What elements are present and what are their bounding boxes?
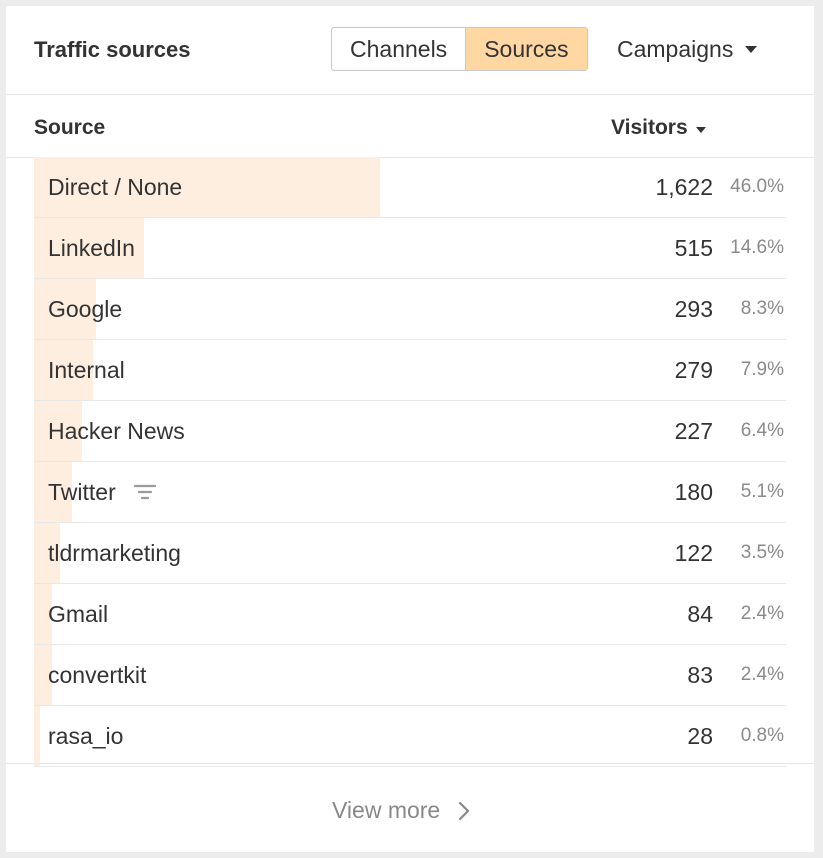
card-title: Traffic sources — [34, 37, 191, 62]
tab-sources[interactable]: Sources — [465, 28, 587, 70]
visitor-percentage: 2.4% — [740, 664, 784, 685]
table-row[interactable]: Gmail 84 2.4% — [34, 584, 786, 645]
source-name: Hacker News — [48, 401, 185, 461]
share-bar — [34, 584, 53, 644]
source-name: Google — [48, 279, 122, 339]
share-bar — [34, 706, 41, 766]
visitor-percentage: 46.0% — [730, 176, 784, 197]
visitor-percentage: 3.5% — [740, 542, 784, 563]
table-row[interactable]: Twitter 180 5.1% — [34, 462, 786, 523]
source-name-text: LinkedIn — [48, 235, 135, 261]
column-header-source: Source — [34, 116, 106, 139]
visitor-percentage: 14.6% — [730, 237, 784, 258]
share-bar — [34, 523, 61, 583]
visitor-percentage: 8.3% — [740, 298, 784, 319]
source-name-text: convertkit — [48, 662, 147, 688]
visitor-count: 180 — [674, 479, 713, 505]
visitor-percentage: 2.4% — [740, 603, 784, 624]
card-footer: View more — [6, 763, 814, 853]
share-bar — [34, 645, 53, 705]
source-name: tldrmarketing — [48, 523, 181, 583]
share-bar — [34, 401, 83, 461]
column-header-visitors-label: Visitors — [611, 116, 688, 139]
source-name-text: Hacker News — [48, 418, 185, 444]
table-row[interactable]: Google 293 8.3% — [34, 279, 786, 340]
share-bar — [34, 218, 144, 278]
tab-campaigns-label: Campaigns — [617, 36, 734, 62]
visitor-count: 83 — [687, 662, 713, 688]
caret-down-icon — [745, 45, 758, 53]
share-bar — [34, 279, 97, 339]
source-name: Gmail — [48, 584, 108, 644]
table-header: Source Visitors — [6, 95, 814, 158]
tab-campaigns-dropdown[interactable]: Campaigns — [617, 27, 758, 71]
source-name-text: Twitter — [48, 479, 116, 505]
visitor-percentage: 5.1% — [740, 481, 784, 502]
source-name-text: Gmail — [48, 601, 109, 627]
view-more-label: View more — [332, 797, 441, 823]
share-bar — [34, 157, 380, 217]
sort-desc-icon — [695, 126, 706, 133]
source-list: Direct / None 1,622 46.0% LinkedIn 515 14.6% G… — [34, 157, 786, 767]
source-name: Internal — [48, 340, 125, 400]
column-header-visitors[interactable]: Visitors — [611, 116, 706, 140]
visitor-percentage: 0.8% — [740, 725, 784, 746]
share-bar — [34, 340, 94, 400]
source-name: LinkedIn — [48, 218, 135, 278]
source-name-text: tldrmarketing — [48, 540, 181, 566]
source-name: rasa_io — [48, 706, 123, 766]
visitor-count: 227 — [674, 418, 713, 444]
table-row[interactable]: Internal 279 7.9% — [34, 340, 786, 401]
card-header: Traffic sources Channels Sources Campaig… — [6, 6, 814, 95]
table-row[interactable]: Direct / None 1,622 46.0% — [34, 157, 786, 218]
source-name-text: rasa_io — [48, 723, 124, 749]
source-name: Twitter — [48, 462, 156, 522]
source-name-text: Direct / None — [48, 174, 183, 200]
visitor-count: 1,622 — [655, 174, 713, 200]
traffic-sources-card: Traffic sources Channels Sources Campaig… — [6, 6, 814, 852]
source-name-text: Google — [48, 296, 123, 322]
tab-channels[interactable]: Channels — [350, 36, 448, 62]
table-row[interactable]: rasa_io 28 0.8% — [34, 706, 786, 767]
table-row[interactable]: tldrmarketing 122 3.5% — [34, 523, 786, 584]
table-row[interactable]: convertkit 83 2.4% — [34, 645, 786, 706]
visitor-count: 293 — [674, 296, 713, 322]
table-row[interactable]: LinkedIn 515 14.6% — [34, 218, 786, 279]
source-name: Direct / None — [48, 157, 182, 217]
filter-icon[interactable] — [133, 482, 156, 502]
visitor-percentage: 7.9% — [740, 359, 784, 380]
view-switcher: Channels Sources — [331, 27, 588, 71]
visitor-count: 122 — [674, 540, 713, 566]
view-more-link[interactable]: View more — [332, 797, 470, 824]
share-bar — [34, 462, 73, 522]
visitor-percentage: 6.4% — [740, 420, 784, 441]
visitor-count: 28 — [687, 723, 713, 749]
table-row[interactable]: Hacker News 227 6.4% — [34, 401, 786, 462]
visitor-count: 84 — [687, 601, 713, 627]
chevron-right-icon — [459, 801, 470, 820]
source-name-text: Internal — [48, 357, 125, 383]
source-name: convertkit — [48, 645, 146, 705]
visitor-count: 515 — [674, 235, 713, 261]
visitor-count: 279 — [674, 357, 713, 383]
